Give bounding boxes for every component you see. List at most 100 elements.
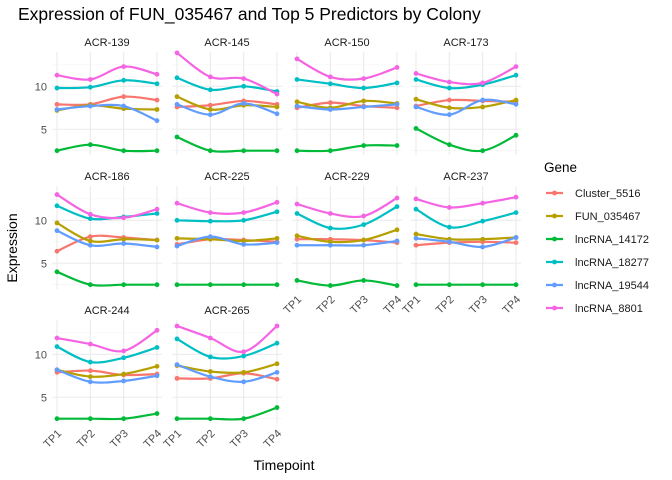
legend-key-point [552, 236, 557, 242]
data-point [87, 84, 93, 90]
data-point [274, 148, 280, 154]
series-line [175, 51, 279, 96]
data-point [121, 416, 127, 422]
facet-panels: ACR-139 5 10 ACR-145 ACR-150 ACR-173 ACR-186 5 1… [35, 37, 523, 450]
series-line [414, 127, 518, 153]
series-lncrna_18277 [174, 209, 280, 224]
series-lncrna_8801 [294, 56, 400, 82]
data-point [413, 206, 419, 212]
facet-acr-173: ACR-173 [411, 37, 521, 155]
data-point [480, 282, 486, 288]
data-point [121, 103, 127, 109]
series-lncrna_19544 [54, 103, 160, 124]
series-line [55, 65, 159, 81]
data-point [361, 104, 367, 110]
data-point [87, 379, 93, 385]
series-line [175, 235, 279, 248]
data-point [413, 282, 419, 288]
data-point [174, 416, 180, 422]
data-point [480, 148, 486, 154]
data-point [121, 355, 127, 361]
data-point [241, 353, 247, 359]
data-point [87, 242, 93, 248]
y-tick-label: 5 [41, 124, 47, 136]
data-point [121, 348, 127, 354]
data-point [54, 367, 60, 373]
data-point [121, 241, 127, 246]
data-point [87, 77, 93, 82]
data-point [174, 323, 180, 329]
data-point [241, 101, 247, 106]
legend-key-point [552, 282, 557, 288]
data-point [154, 373, 160, 379]
x-tick-label: TP2 [75, 428, 98, 451]
data-point [394, 195, 400, 201]
data-point [513, 194, 519, 200]
data-point [154, 81, 160, 87]
data-point [480, 236, 486, 242]
series-line [55, 368, 159, 384]
facet-strip-label: ACR-145 [204, 37, 249, 49]
data-point [274, 323, 280, 329]
data-point [87, 368, 93, 374]
data-point [294, 99, 300, 105]
series-line [55, 95, 159, 107]
data-point [87, 359, 93, 365]
data-point [87, 211, 93, 217]
chart-title: Expression of FUN_035467 and Top 5 Predi… [18, 4, 481, 25]
series-line [295, 279, 399, 287]
data-point [294, 242, 300, 248]
data-point [294, 211, 300, 216]
data-point [207, 107, 213, 112]
series-lncrna_14172 [174, 405, 280, 422]
data-point [121, 77, 127, 83]
data-point [54, 203, 60, 209]
data-point [480, 97, 486, 103]
data-point [480, 104, 486, 110]
data-point [446, 224, 452, 230]
series-line [175, 337, 279, 360]
data-point [446, 239, 452, 245]
data-point [207, 416, 213, 422]
series-line [55, 270, 159, 287]
data-point [241, 210, 247, 216]
series-lncrna_18277 [294, 204, 400, 231]
data-point [361, 85, 367, 91]
data-point [174, 362, 180, 368]
data-point [54, 248, 60, 254]
legend-label: FUN_035467 [575, 211, 640, 223]
data-point [154, 107, 160, 112]
data-point [207, 234, 213, 240]
data-point [121, 282, 127, 288]
data-point [174, 375, 180, 381]
y-tick-label: 5 [41, 258, 47, 270]
series-line [295, 78, 399, 90]
legend-key-point [552, 190, 557, 196]
data-point [154, 71, 160, 77]
data-point [446, 105, 452, 111]
series-lncrna_19544 [54, 367, 160, 385]
data-point [394, 80, 400, 86]
data-point [294, 103, 300, 109]
data-point [87, 282, 93, 288]
data-point [294, 77, 300, 82]
data-point [174, 101, 180, 107]
data-point [207, 374, 213, 380]
x-tick-label: TP2 [315, 294, 338, 317]
y-axis-title: Expression [4, 213, 20, 282]
data-point [174, 50, 180, 56]
series-lncrna_19544 [413, 235, 519, 250]
data-point [207, 148, 213, 154]
data-point [274, 111, 280, 117]
data-point [241, 238, 247, 244]
data-point [513, 240, 519, 246]
data-point [54, 416, 60, 422]
series-lncrna_18277 [54, 344, 160, 365]
legend-item-lncrna_8801: lncRNA_8801 [546, 303, 643, 315]
data-point [207, 112, 213, 118]
series-lncrna_8801 [174, 199, 280, 216]
data-point [54, 269, 60, 275]
data-point [394, 283, 400, 288]
data-point [327, 81, 333, 87]
